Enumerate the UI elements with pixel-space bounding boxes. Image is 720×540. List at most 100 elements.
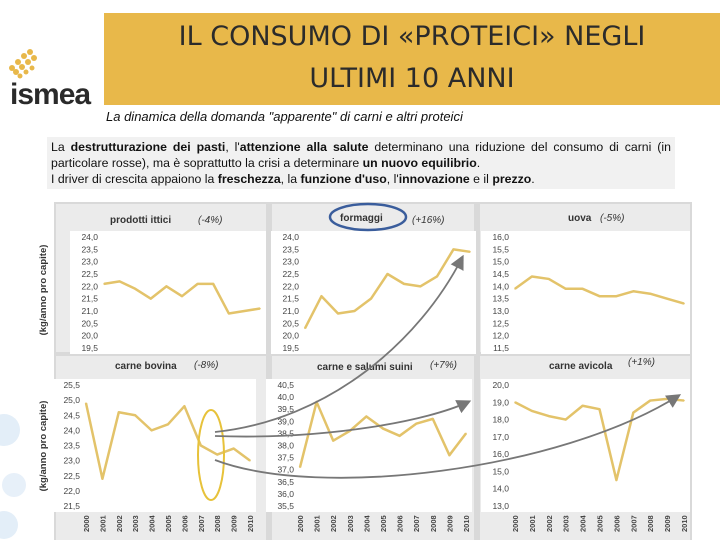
data-point [432,418,434,420]
data-point [196,283,199,285]
y-tick-label: 16,0 [492,449,509,459]
y-tick-label: 22,0 [81,281,98,291]
intro-text: La destrutturazione dei pasti, l'attenzi… [47,137,675,189]
y-tick-label: 15,5 [492,244,509,254]
data-point [632,411,635,414]
intro-text-part: e il [469,172,493,186]
data-point [181,295,183,298]
intro-text-part: , la [280,172,301,186]
y-tick-label: 18,0 [492,415,509,425]
data-point [150,429,153,432]
data-point [134,414,136,417]
y-tick-label: 12,5 [492,318,509,328]
x-tick-label: 2003 [562,515,571,532]
logo-wheat-icon [9,49,37,79]
data-point [259,307,261,310]
ismea-logo [9,49,37,79]
intro-bold: attenzione alla salute [239,140,369,154]
chart-change-label: (+7%) [430,360,457,371]
intro-bold: freschezza [217,172,281,186]
chart-title: carne e salumi suini [317,362,413,373]
chart-change-label: (-5%) [600,213,624,224]
y-tick-label: 22,5 [282,269,299,279]
y-tick-label: 39,5 [277,404,294,414]
data-point [353,310,356,312]
data-point [436,275,438,278]
data-point [465,432,467,435]
data-point [514,401,516,404]
y-tick-label: 23,0 [282,257,299,267]
x-tick-label: 2006 [396,515,405,532]
chart-panel-6: carne avicola (+1%) 20,0 19,0 18,0 17,0 16,0 15… [480,356,690,540]
y-tick-label: 37,0 [277,465,294,475]
y-tick-label: 23,0 [81,257,98,267]
data-point [183,405,186,407]
y-tick-label: 14,0 [492,281,509,291]
data-point [85,402,87,404]
x-tick-label: 2002 [329,515,338,532]
x-tick-label: 2001 [528,515,537,532]
data-point [514,288,516,290]
y-axis-label-top: (kg/anno pro capite) [38,245,49,336]
data-point [243,310,246,312]
y-tick-label: 13,0 [492,306,509,316]
y-tick-label: 35,5 [277,501,294,511]
y-tick-label: 23,0 [63,456,80,466]
arrow-to-avicola [214,394,682,479]
data-point [403,283,405,285]
plot-area [52,379,256,512]
data-point [320,295,323,298]
y-tick-label: 40,5 [277,380,294,390]
y-tick-label: 39,0 [277,416,294,426]
y-tick-label: 21,5 [282,294,299,304]
data-point [419,285,422,288]
intro-bold: innovazione [398,172,470,186]
data-point [415,422,418,425]
y-tick-label: 22,0 [282,281,299,291]
x-tick-label: 2000 [511,515,520,532]
y-axis-label-bottom: (kg/anno pro capite) [38,401,49,492]
data-point [304,327,306,330]
data-point [337,312,339,315]
highlight-ellipse [328,202,408,232]
y-tick-label: 15,0 [492,466,509,476]
chart-title: carne bovina [115,361,177,372]
x-tick-label: 2009 [445,515,454,532]
title-banner [104,13,720,105]
data-point [649,399,651,402]
data-point [598,295,601,298]
data-point [615,295,618,298]
y-tick-label: 23,5 [63,441,80,451]
data-point [581,404,584,407]
chart-title: prodotti ittici [110,215,171,226]
chart-panel-2: formaggi (+16%) 24,0 23,5 23,0 22,5 22,0 21,5 21… [271,202,476,354]
plot-area [266,379,472,512]
chart-panel-1: prodotti ittici (-4%) 24,0 23,5 23,0 22,5 22,0… [56,204,266,354]
data-point [200,444,202,447]
y-tick-label: 19,5 [81,343,98,353]
x-tick-label: 2009 [663,515,672,532]
y-tick-label: 38,5 [277,428,294,438]
data-point [564,418,567,421]
intro-text-part: . [531,172,535,186]
intro-text-part: , l' [225,140,240,154]
x-tick-label: 2004 [362,514,371,532]
data-point [598,408,601,411]
data-point [564,288,567,290]
data-point [370,297,372,300]
y-tick-label: 19,0 [492,397,509,407]
intro-text-part: La [51,140,71,154]
x-tick-label: 2010 [246,515,255,532]
x-tick-label: 2007 [412,515,421,532]
y-tick-label: 22,5 [63,471,80,481]
y-tick-label: 19,5 [282,343,299,353]
y-tick-label: 13,0 [492,501,509,511]
arrow-to-suini [214,400,472,438]
y-tick-label: 24,5 [63,410,80,420]
data-point [365,415,368,418]
intro-text-part: I driver di crescita appaiono la [51,172,218,186]
y-tick-label: 24,0 [81,232,98,242]
data-point [167,423,169,426]
y-tick-label: 11,5 [493,343,509,353]
x-tick-label: 2000 [296,515,305,532]
